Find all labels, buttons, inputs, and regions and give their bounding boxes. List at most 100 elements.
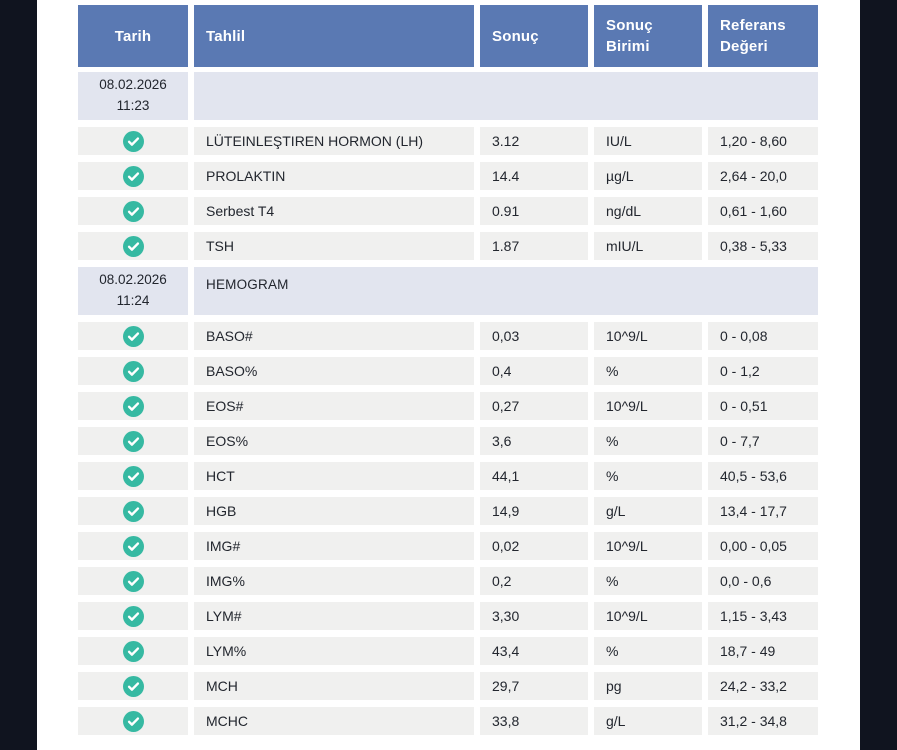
column-header-sonuc: Sonuç — [480, 5, 588, 67]
test-result-row[interactable]: BASO# 0,03 10^9/L 0 - 0,08 — [78, 322, 818, 350]
test-result-row[interactable]: HGB 14,9 g/L 13,4 - 17,7 — [78, 497, 818, 525]
result-value-cell: 0,02 — [480, 532, 588, 560]
column-header-tahlil: Tahlil — [194, 5, 474, 67]
status-cell — [78, 392, 188, 420]
result-value-cell: 3.12 — [480, 127, 588, 155]
result-value-cell: 43,4 — [480, 637, 588, 665]
check-circle-icon — [122, 570, 144, 592]
test-name-cell: MCHC — [194, 707, 474, 735]
test-result-row[interactable]: BASO% 0,4% 0 - 1,2 — [78, 357, 818, 385]
check-circle-icon — [122, 325, 144, 347]
date-text: 08.02.2026 — [99, 77, 167, 93]
status-cell — [78, 162, 188, 190]
test-name-cell: PROLAKTIN — [194, 162, 474, 190]
reference-range-cell: 0 - 0,08 — [708, 322, 818, 350]
check-circle-icon — [122, 235, 144, 257]
test-result-row[interactable]: LÜTEINLEŞTIREN HORMON (LH) 3.12 IU/L 1,20 -… — [78, 127, 818, 155]
check-circle-icon — [122, 605, 144, 627]
test-result-row[interactable]: IMG% 0,2% 0,0 - 0,6 — [78, 567, 818, 595]
result-value-cell: 3,6 — [480, 427, 588, 455]
status-cell — [78, 322, 188, 350]
left-dark-edge — [0, 0, 37, 750]
test-name-cell: EOS% — [194, 427, 474, 455]
result-value-cell: 14.4 — [480, 162, 588, 190]
check-circle-icon — [122, 535, 144, 557]
result-unit-cell: 10^9/L — [594, 602, 702, 630]
result-unit-cell: 10^9/L — [594, 392, 702, 420]
result-unit-cell: % — [594, 462, 702, 490]
reference-range-cell: 0 - 0,51 — [708, 392, 818, 420]
test-name-cell: LÜTEINLEŞTIREN HORMON (LH) — [194, 127, 474, 155]
status-cell — [78, 497, 188, 525]
reference-range-cell: 0,61 - 1,60 — [708, 197, 818, 225]
check-circle-icon — [122, 465, 144, 487]
check-circle-icon — [122, 430, 144, 452]
test-name-cell: LYM% — [194, 637, 474, 665]
result-value-cell: 3,30 — [480, 602, 588, 630]
table-body: 08.02.2026 11:23 LÜTEINLEŞTIREN HORMON (LH… — [78, 72, 818, 735]
result-value-cell: 44,1 — [480, 462, 588, 490]
table-header-row: Tarih Tahlil Sonuç Sonuç Birimi Referans Değ… — [78, 5, 818, 67]
time-text: 11:23 — [116, 98, 150, 113]
group-header-row: 08.02.2026 11:23 — [78, 72, 818, 120]
test-result-row[interactable]: LYM% 43,4% 18,7 - 49 — [78, 637, 818, 665]
test-result-row[interactable]: Serbest T4 0.91 ng/dL 0,61 - 1,60 — [78, 197, 818, 225]
check-circle-icon — [122, 710, 144, 732]
test-name-cell: BASO# — [194, 322, 474, 350]
test-result-row[interactable]: PROLAKTIN 14.4 µg/L 2,64 - 20,0 — [78, 162, 818, 190]
test-result-row[interactable]: MCH 29,7 pg 24,2 - 33,2 — [78, 672, 818, 700]
check-circle-icon — [122, 500, 144, 522]
right-dark-edge — [860, 0, 897, 750]
result-value-cell: 14,9 — [480, 497, 588, 525]
time-text: 11:24 — [116, 293, 150, 308]
status-cell — [78, 672, 188, 700]
status-cell — [78, 462, 188, 490]
result-value-cell: 0,03 — [480, 322, 588, 350]
group-name-cell: HEMOGRAM — [194, 267, 818, 315]
test-name-cell: IMG# — [194, 532, 474, 560]
test-name-cell: IMG% — [194, 567, 474, 595]
status-cell — [78, 602, 188, 630]
test-result-row[interactable]: HCT 44,1% 40,5 - 53,6 — [78, 462, 818, 490]
result-unit-cell: % — [594, 427, 702, 455]
test-name-cell: BASO% — [194, 357, 474, 385]
result-value-cell: 0.91 — [480, 197, 588, 225]
test-result-row[interactable]: IMG# 0,02 10^9/L 0,00 - 0,05 — [78, 532, 818, 560]
reference-range-cell: 13,4 - 17,7 — [708, 497, 818, 525]
result-value-cell: 0,4 — [480, 357, 588, 385]
test-name-cell: Serbest T4 — [194, 197, 474, 225]
reference-range-cell: 0,38 - 5,33 — [708, 232, 818, 260]
check-circle-icon — [122, 395, 144, 417]
status-cell — [78, 232, 188, 260]
test-result-row[interactable]: EOS% 3,6% 0 - 7,7 — [78, 427, 818, 455]
reference-range-cell: 1,20 - 8,60 — [708, 127, 818, 155]
reference-range-cell: 40,5 - 53,6 — [708, 462, 818, 490]
reference-range-cell: 24,2 - 33,2 — [708, 672, 818, 700]
check-circle-icon — [122, 675, 144, 697]
status-cell — [78, 197, 188, 225]
column-header-sonuc-birimi: Sonuç Birimi — [594, 5, 702, 67]
result-unit-cell: ng/dL — [594, 197, 702, 225]
status-cell — [78, 637, 188, 665]
reference-range-cell: 0,0 - 0,6 — [708, 567, 818, 595]
result-unit-cell: % — [594, 567, 702, 595]
status-cell — [78, 532, 188, 560]
result-unit-cell: 10^9/L — [594, 532, 702, 560]
status-cell — [78, 567, 188, 595]
group-header-row: 08.02.2026 11:24 HEMOGRAM — [78, 267, 818, 315]
test-name-cell: LYM# — [194, 602, 474, 630]
date-cell: 08.02.2026 11:23 — [78, 72, 188, 120]
reference-range-cell: 0 - 1,2 — [708, 357, 818, 385]
test-result-row[interactable]: MCHC 33,8 g/L 31,2 - 34,8 — [78, 707, 818, 735]
result-unit-cell: IU/L — [594, 127, 702, 155]
group-name-cell — [194, 72, 818, 120]
status-cell — [78, 707, 188, 735]
test-result-row[interactable]: EOS# 0,27 10^9/L 0 - 0,51 — [78, 392, 818, 420]
result-unit-cell: % — [594, 637, 702, 665]
column-header-tarih: Tarih — [78, 5, 188, 67]
check-circle-icon — [122, 640, 144, 662]
result-value-cell: 0,27 — [480, 392, 588, 420]
test-result-row[interactable]: TSH 1.87 mIU/L 0,38 - 5,33 — [78, 232, 818, 260]
test-result-row[interactable]: LYM# 3,30 10^9/L 1,15 - 3,43 — [78, 602, 818, 630]
